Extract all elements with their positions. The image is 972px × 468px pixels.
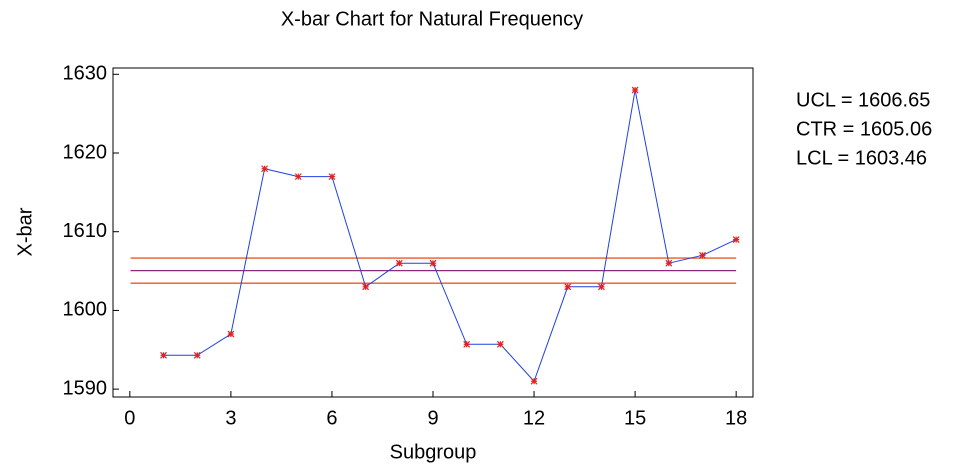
control-limit-label: CTR = 1605.06: [796, 118, 932, 140]
x-axis-label: Subgroup: [390, 441, 477, 463]
point-marker: [463, 340, 471, 348]
point-marker: [429, 259, 437, 267]
marker-stroke: [463, 340, 471, 348]
y-tick-label: 1610: [63, 220, 108, 242]
point-marker: [395, 259, 403, 267]
point-marker: [631, 86, 639, 94]
marker-stroke: [597, 283, 605, 291]
series-line: [163, 89, 737, 383]
x-tick-label: 18: [725, 407, 747, 429]
chart-title: X-bar Chart for Natural Frequency: [281, 8, 583, 30]
marker-stroke: [328, 173, 336, 181]
point-marker: [193, 351, 201, 359]
x-tick-label: 6: [326, 407, 337, 429]
marker-stroke: [530, 377, 538, 385]
point-marker: [362, 283, 370, 291]
marker-stroke: [227, 330, 235, 338]
point-marker: [227, 330, 235, 338]
marker-stroke: [496, 340, 504, 348]
marker-stroke: [665, 259, 673, 267]
x-tick-label: 0: [124, 407, 135, 429]
marker-stroke: [631, 86, 639, 94]
y-tick-label: 1590: [63, 377, 108, 399]
point-marker: [160, 351, 167, 359]
point-marker: [496, 340, 504, 348]
marker-stroke: [193, 351, 201, 359]
point-marker: [597, 283, 605, 291]
marker-stroke: [699, 251, 706, 259]
point-marker: [732, 236, 740, 244]
point-marker: [328, 173, 336, 181]
control-limit-label: UCL = 1606.65: [796, 89, 930, 111]
point-marker: [294, 173, 302, 181]
x-tick-label: 9: [427, 407, 438, 429]
x-tick-label: 12: [523, 407, 545, 429]
marker-stroke: [362, 283, 370, 291]
control-limit-label: LCL = 1603.46: [796, 147, 927, 169]
point-marker: [564, 283, 572, 291]
point-marker: [699, 251, 706, 259]
point-marker: [665, 259, 673, 267]
marker-stroke: [395, 259, 403, 267]
x-tick-label: 3: [225, 407, 236, 429]
y-tick-label: 1620: [63, 141, 108, 163]
marker-stroke: [732, 236, 740, 244]
point-marker: [261, 165, 269, 173]
y-axis-label: X-bar: [14, 207, 36, 256]
y-tick-label: 1600: [63, 299, 108, 321]
marker-stroke: [564, 283, 572, 291]
marker-stroke: [429, 259, 437, 267]
marker-stroke: [160, 351, 167, 359]
y-tick-label: 1630: [63, 63, 108, 85]
marker-stroke: [294, 173, 302, 181]
point-marker: [530, 377, 538, 385]
marker-stroke: [261, 165, 269, 173]
x-tick-label: 15: [624, 407, 646, 429]
